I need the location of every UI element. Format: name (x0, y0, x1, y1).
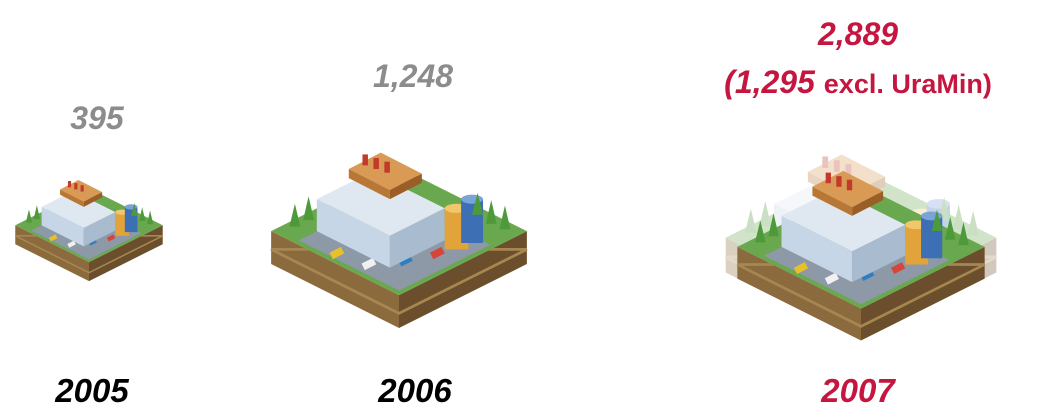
year-label: 2005 (55, 372, 129, 408)
value-label: 2,889 (817, 16, 899, 52)
factory-illustration-2005 (14, 179, 164, 282)
note: (1,295 excl. UraMin) (724, 64, 992, 101)
year-label: 2006 (378, 372, 452, 408)
factory-illustration-2007 (723, 152, 999, 342)
value-label: 395 (70, 100, 124, 136)
factory-illustration-2006 (269, 151, 529, 330)
value-label: 1,248 (372, 58, 454, 94)
note-number: (1,295 (724, 64, 815, 100)
year-label: 2007 (821, 372, 895, 408)
note-text: excl. UraMin) (823, 69, 992, 99)
